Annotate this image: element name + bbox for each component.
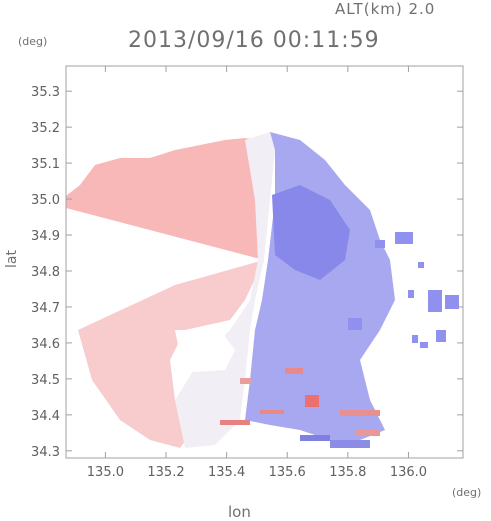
- x-axis-label: lon: [228, 503, 251, 521]
- scattered-echoes: [348, 232, 459, 348]
- x-tick-label: 135.2: [147, 465, 184, 480]
- empty-gap: [66, 262, 170, 318]
- approaching-core: [272, 185, 350, 280]
- y-tick-label: 35.2: [31, 121, 60, 136]
- x-tick-label: 135.0: [87, 465, 124, 480]
- y-tick-label: 34.4: [31, 409, 60, 424]
- streak-echoes: [220, 368, 380, 448]
- y-tick-label: 35.3: [31, 85, 60, 100]
- x-axis-ticks: 135.0 135.2 135.4 135.6 135.8 136.0: [87, 66, 427, 480]
- y-tick-label: 34.5: [31, 373, 60, 388]
- y-tick-label: 35.1: [31, 157, 60, 172]
- receding-region-south: [78, 260, 264, 448]
- empty-gap-centre: [175, 330, 235, 372]
- y-tick-label: 34.8: [31, 265, 60, 280]
- x-tick-label: 136.0: [390, 465, 427, 480]
- x-tick-label: 135.8: [329, 465, 366, 480]
- receding-region: [66, 138, 264, 260]
- y-tick-label: 34.9: [31, 229, 60, 244]
- y-tick-label: 35.0: [31, 193, 60, 208]
- x-unit-label: (deg): [452, 486, 482, 499]
- x-tick-label: 135.6: [269, 465, 306, 480]
- y-tick-label: 34.7: [31, 301, 60, 316]
- y-unit-label: (deg): [18, 35, 48, 48]
- y-axis-ticks: 34.3 34.4 34.5 34.6 34.7 34.8 34.9 35.0 35.1 35.2…: [31, 85, 463, 460]
- y-tick-label: 34.3: [31, 445, 60, 460]
- velocity-field: [66, 132, 459, 448]
- altitude-label: ALT(km) 2.0: [335, 0, 436, 18]
- chart-title: 2013/09/16 00:11:59: [128, 28, 380, 53]
- y-tick-label: 34.6: [31, 337, 60, 352]
- x-tick-label: 135.4: [208, 465, 245, 480]
- plot-frame: [65, 65, 464, 459]
